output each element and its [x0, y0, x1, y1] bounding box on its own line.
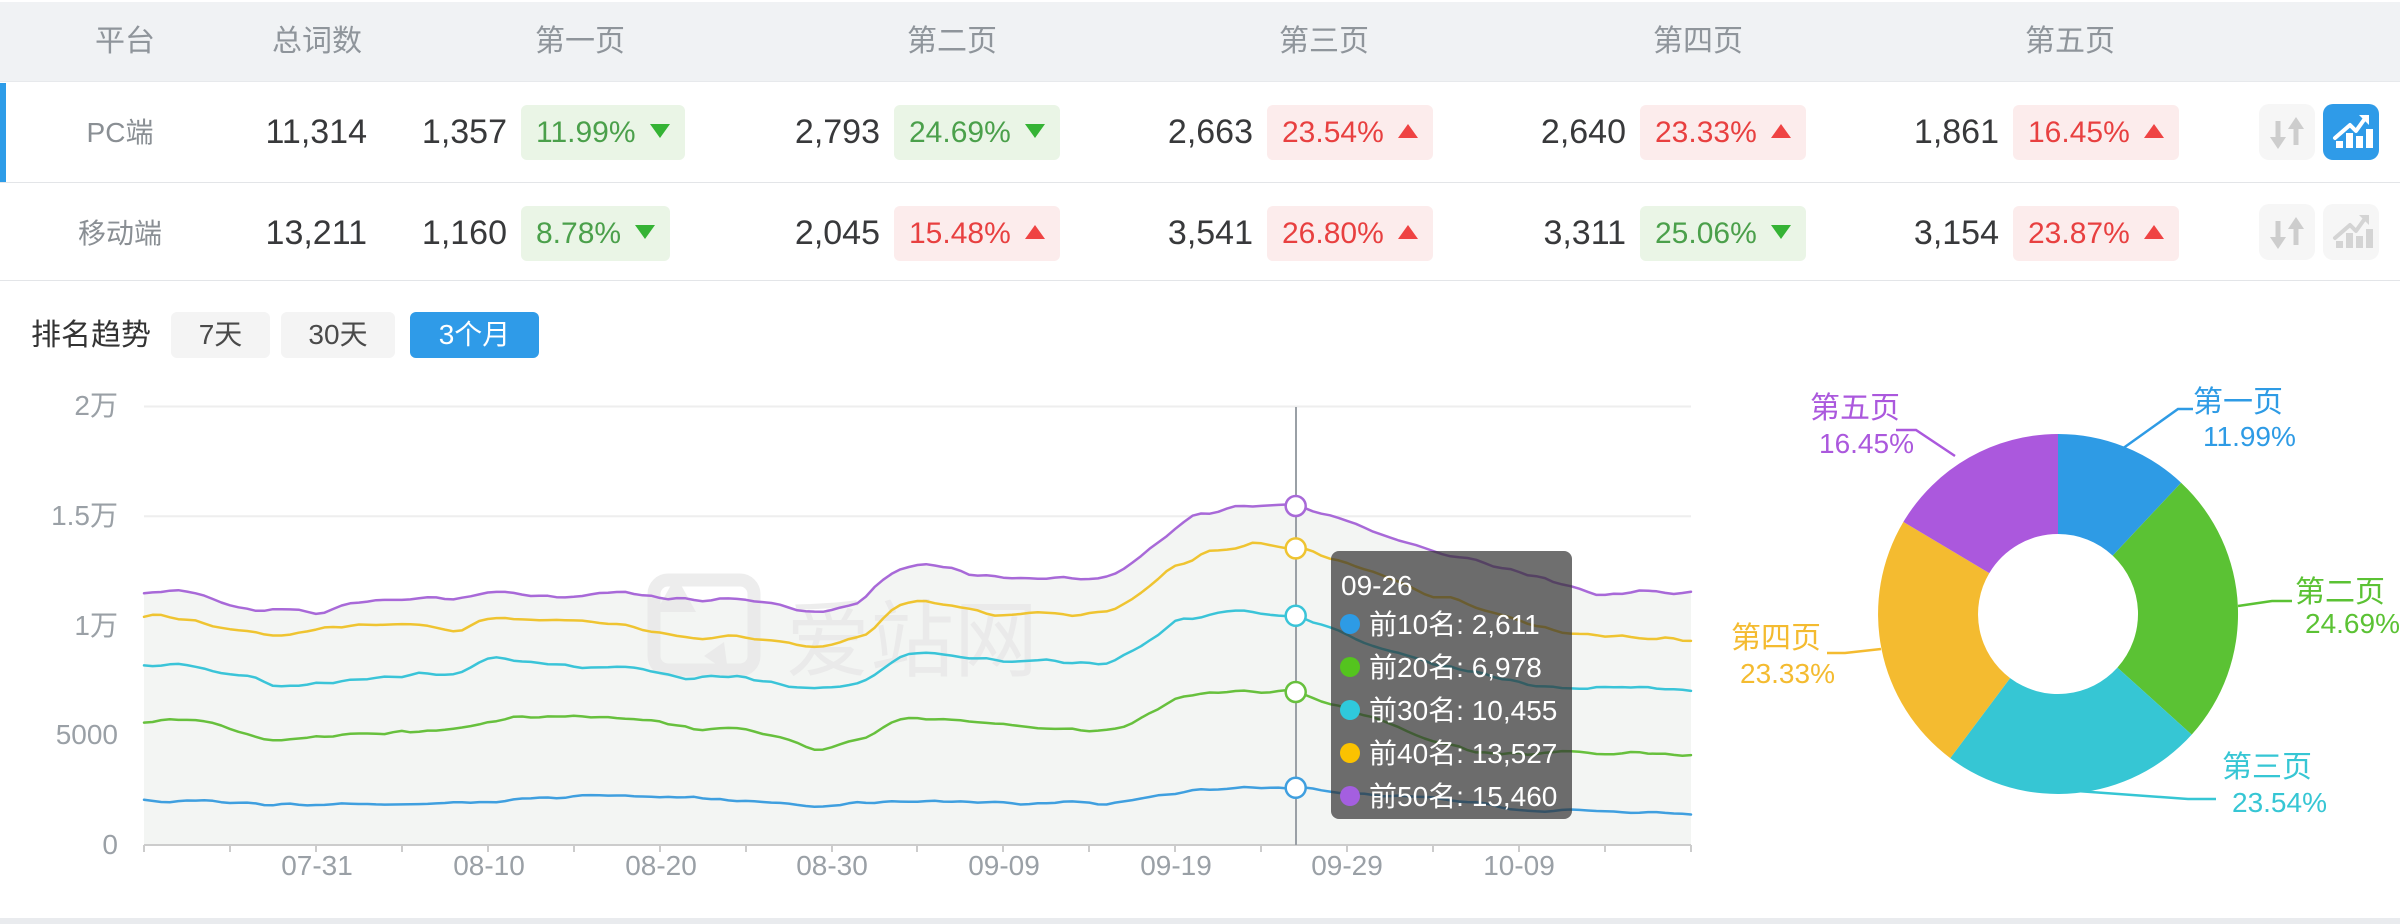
svg-text:爱站网: 爱站网 [786, 594, 1038, 688]
